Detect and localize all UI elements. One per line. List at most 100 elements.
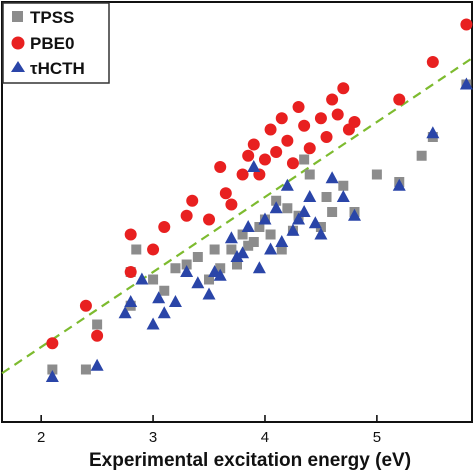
circle-marker (124, 266, 137, 278)
circle-marker (247, 138, 260, 151)
circle-marker (303, 142, 316, 155)
triangle-marker (152, 291, 166, 304)
x-tick-label: 2 (37, 429, 45, 446)
triangle-marker (213, 268, 227, 281)
circle-marker (203, 213, 216, 226)
circle-marker (393, 93, 406, 106)
circle-marker (180, 209, 193, 222)
triangle-marker (135, 272, 149, 285)
triangle-marker (45, 370, 59, 382)
legend-label-tpss: TPSS (30, 8, 74, 27)
triangle-marker (124, 295, 138, 307)
square-marker (243, 240, 254, 251)
triangle-marker (252, 261, 266, 274)
triangle-marker (247, 160, 261, 172)
square-marker (159, 285, 170, 296)
square-marker (248, 237, 259, 247)
legend-label-thcth: τHCTH (30, 59, 85, 78)
square-marker (416, 150, 427, 161)
square-marker (181, 259, 192, 270)
circle-marker (348, 116, 361, 128)
square-marker (192, 252, 203, 262)
circle-marker (124, 228, 137, 241)
square-marker (327, 207, 338, 217)
legend-marker-tpss (12, 11, 23, 22)
circle-marker (264, 123, 277, 136)
circle-marker (214, 161, 227, 173)
circle-marker (326, 93, 339, 106)
square-marker (131, 244, 142, 255)
square-marker (321, 192, 332, 202)
square-marker (338, 180, 349, 191)
triangle-marker (146, 317, 160, 330)
legend: TPSS PBE0 τHCTH (2, 2, 110, 84)
triangle-marker (90, 358, 104, 371)
triangle-marker (269, 201, 283, 214)
circle-marker (286, 157, 299, 170)
triangle-marker (336, 190, 350, 202)
square-marker (204, 274, 215, 285)
circle-marker (292, 101, 305, 113)
square-marker (299, 154, 310, 165)
circle-marker (314, 112, 327, 125)
triangle-marker (236, 246, 250, 259)
square-marker (276, 244, 287, 255)
triangle-marker (308, 216, 322, 229)
legend-marker-thcth (11, 61, 25, 72)
square-marker (209, 244, 220, 255)
circle-marker (320, 131, 333, 143)
triangle-marker (258, 212, 272, 225)
x-axis-ticks: 2 3 4 5 (37, 415, 381, 446)
circle-marker (242, 149, 255, 162)
x-axis-title: Experimental excitation energy (eV) (89, 450, 411, 471)
triangle-marker (241, 220, 255, 232)
triangle-marker (275, 235, 289, 247)
square-marker (254, 222, 265, 232)
square-marker (215, 263, 226, 274)
square-marker (232, 259, 242, 270)
circle-marker (258, 153, 271, 166)
triangle-marker (303, 190, 317, 202)
triangle-marker (280, 178, 294, 191)
square-marker (237, 229, 248, 240)
triangle-marker (264, 242, 278, 255)
triangle-marker (292, 212, 306, 225)
square-marker (304, 169, 315, 180)
square-marker (265, 229, 276, 240)
circle-marker (426, 56, 439, 68)
triangle-marker (157, 306, 171, 319)
x-tick-label: 4 (261, 429, 269, 446)
circle-marker (281, 134, 294, 147)
triangle-marker (325, 171, 339, 184)
triangle-marker (168, 295, 182, 307)
legend-marker-pbe0 (11, 36, 25, 50)
circle-marker (270, 146, 283, 158)
triangle-marker (202, 287, 216, 300)
triangle-marker (180, 265, 194, 277)
x-tick-label: 5 (373, 429, 381, 446)
triangle-marker (286, 223, 300, 236)
triangle-marker (224, 231, 238, 244)
circle-marker (158, 221, 171, 233)
circle-marker (225, 198, 238, 211)
legend-label-pbe0: PBE0 (30, 34, 74, 53)
triangle-marker (297, 205, 311, 217)
reference-line (1, 57, 473, 375)
square-marker (92, 319, 103, 330)
square-marker (271, 195, 282, 206)
triangle-marker (118, 306, 132, 319)
circle-marker (236, 168, 249, 181)
square-marker (371, 169, 382, 180)
triangle-marker (392, 178, 406, 191)
circle-marker (331, 108, 344, 121)
data-points (45, 18, 473, 382)
circle-marker (46, 337, 59, 350)
square-marker (80, 364, 91, 375)
circle-marker (337, 82, 350, 95)
circle-marker (79, 299, 92, 312)
circle-marker (275, 112, 288, 125)
circle-marker (460, 18, 473, 31)
circle-marker (147, 243, 160, 256)
triangle-marker (230, 250, 244, 262)
